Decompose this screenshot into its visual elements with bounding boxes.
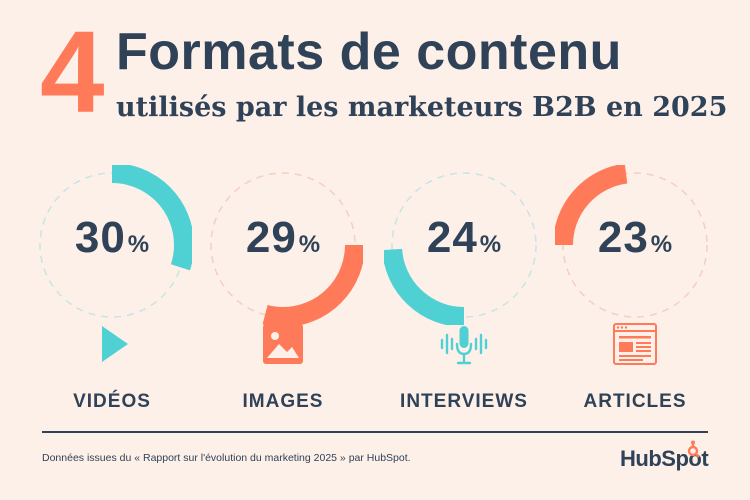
- microphone-icon: [440, 326, 488, 365]
- percentage-value-interviews: 24: [426, 213, 478, 262]
- format-articles: 23% ARTICLES: [555, 165, 715, 415]
- ring-segment-interviews: [384, 165, 544, 325]
- label-images: IMAGES: [242, 391, 324, 412]
- percent-sign: %: [479, 231, 502, 258]
- image-icon: [263, 324, 303, 364]
- headline: 4 Formats de contenu utilisés par les ma…: [0, 0, 750, 150]
- source-note: Données issues du « Rapport sur l'évolut…: [42, 452, 411, 464]
- ring-chart-videos: [32, 165, 192, 325]
- ring-chart-images: [203, 165, 363, 325]
- percentage-value-articles: 23: [597, 213, 649, 262]
- percentage-value-images: 29: [245, 213, 297, 262]
- format-videos: 30% VIDÉOS: [32, 165, 192, 415]
- ring-segment-images: [203, 165, 363, 325]
- ring-segment-articles: [555, 165, 715, 325]
- percent-sign: %: [298, 231, 321, 258]
- hubspot-logo-text: HubSpot: [620, 446, 709, 471]
- percentage-interviews: 24%: [384, 213, 544, 263]
- label-articles: ARTICLES: [583, 391, 687, 412]
- percent-sign: %: [650, 231, 673, 258]
- label-interviews: INTERVIEWS: [400, 391, 528, 412]
- format-interviews: 24% INTERVIEWS: [384, 165, 544, 415]
- percent-sign: %: [127, 231, 150, 258]
- percentage-videos: 30%: [32, 213, 192, 263]
- label-videos: VIDÉOS: [73, 391, 151, 412]
- percentage-articles: 23%: [555, 213, 715, 263]
- ring-segment-videos: [32, 165, 192, 325]
- sprocket-icon: [687, 440, 700, 458]
- headline-number: 4: [40, 7, 105, 137]
- article-icon: [613, 323, 657, 365]
- ring-chart-articles: [555, 165, 715, 325]
- page-title: Formats de contenu: [116, 23, 622, 81]
- play-icon: [102, 326, 128, 362]
- ring-chart-interviews: [384, 165, 544, 325]
- hubspot-logo: HubSpot: [620, 440, 712, 474]
- footer-divider: [42, 431, 708, 433]
- percentage-value-videos: 30: [74, 213, 126, 262]
- format-images: 29% IMAGES: [203, 165, 363, 415]
- ring-track-interviews: [391, 172, 537, 318]
- page-subtitle: utilisés par les marketeurs B2B en 2025: [116, 92, 728, 123]
- percentage-images: 29%: [203, 213, 363, 263]
